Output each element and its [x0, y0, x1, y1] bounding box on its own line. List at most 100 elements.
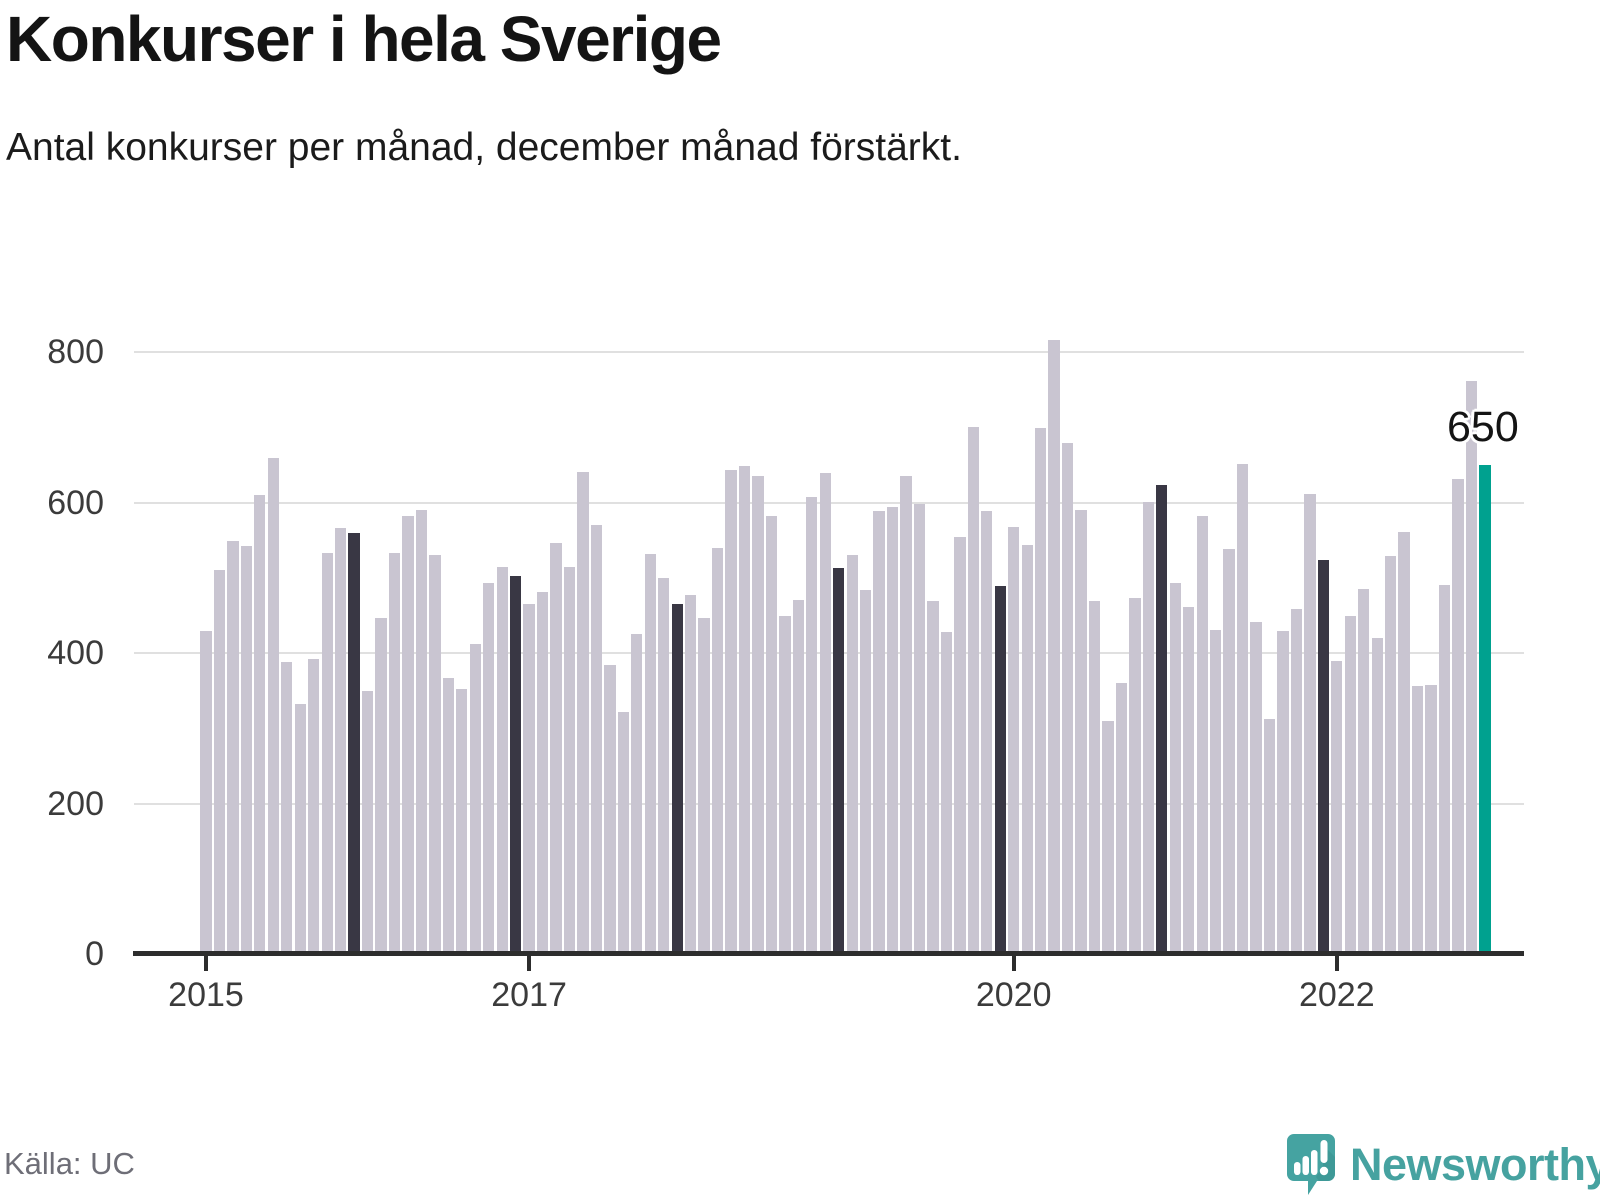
bar-2022-12 [1479, 465, 1491, 954]
bar-2015-04 [240, 546, 253, 954]
bar-2017-04 [563, 567, 576, 954]
bar-2018-04 [725, 469, 737, 954]
newsworthy-bubble-icon [1287, 1134, 1335, 1195]
y-axis-label-200: 200 [47, 784, 104, 823]
newsworthy-wordmark: Newsworthy [1350, 1139, 1600, 1190]
bar-2021-03 [1196, 515, 1208, 954]
bar-2019-07 [927, 601, 939, 954]
bar-2017-10 [644, 553, 656, 954]
bar-2020-06 [1075, 509, 1087, 954]
x-axis-label-2020: 2020 [975, 976, 1052, 1014]
bar-2022-01 [1331, 660, 1343, 954]
bar-2015-07 [281, 662, 293, 954]
bar-2022-10 [1452, 478, 1464, 954]
bar-2019-06 [913, 503, 926, 954]
bar-2016-11 [496, 566, 508, 954]
x-axis-label-2017: 2017 [491, 976, 567, 1014]
bar-2015-06 [267, 457, 279, 954]
bar-2016-02 [375, 617, 387, 954]
bar-2016-01 [361, 690, 374, 954]
bar-2015-08 [294, 703, 306, 954]
bar-2015-02 [213, 570, 226, 954]
bar-2016-08 [456, 688, 468, 954]
bar-2019-09 [954, 536, 966, 954]
bar-2015-09 [308, 659, 320, 954]
y-axis-label-0: 0 [85, 935, 104, 973]
bar-2021-01 [1169, 583, 1181, 954]
latest-value-label: 650 [1447, 403, 1519, 451]
bar-2021-11 [1304, 493, 1316, 954]
source-note: Källa: UC [4, 1146, 135, 1181]
bar-2019-12 [994, 586, 1006, 954]
bar-2015-12 [348, 532, 360, 954]
bar-2016-04 [402, 516, 414, 954]
bar-2015-11 [334, 527, 347, 954]
bar-2020-10 [1129, 597, 1141, 954]
bar-2018-09 [792, 599, 804, 954]
bar-2015-01 [200, 630, 212, 954]
bar-2018-12 [833, 568, 845, 954]
bar-2019-03 [873, 511, 885, 954]
bar-2017-06 [590, 525, 603, 954]
bar-2022-06 [1398, 532, 1410, 954]
bar-2020-09 [1115, 682, 1128, 954]
bar-2016-05 [415, 509, 428, 954]
bar-2022-02 [1344, 615, 1356, 954]
bar-2018-03 [711, 547, 724, 954]
bar-2018-10 [806, 496, 818, 954]
bar-2022-09 [1438, 584, 1451, 954]
x-axis-line [133, 951, 1524, 956]
bar-2017-05 [577, 471, 589, 954]
bar-2017-03 [550, 542, 562, 954]
bar-2021-02 [1183, 607, 1195, 954]
bar-2015-03 [227, 541, 239, 954]
bar-2016-06 [429, 555, 441, 954]
bar-2020-12 [1156, 484, 1168, 954]
bar-2021-10 [1290, 608, 1303, 954]
bar-2020-01 [1008, 526, 1020, 954]
bar-2020-07 [1088, 600, 1101, 954]
bar-2015-05 [254, 495, 266, 954]
x-axis-tick-2017 [527, 956, 532, 971]
bar-2019-11 [981, 511, 993, 954]
bar-2020-11 [1142, 502, 1154, 954]
bar-2021-09 [1277, 630, 1289, 954]
bar-2017-11 [658, 578, 670, 954]
bar-2019-08 [940, 632, 953, 954]
bar-2021-12 [1317, 559, 1329, 954]
bar-2017-12 [671, 604, 683, 954]
bar-2017-07 [604, 665, 616, 954]
bar-2017-09 [631, 633, 643, 954]
bar-2020-04 [1048, 340, 1060, 954]
y-axis-label-600: 600 [47, 483, 104, 522]
bar-2018-06 [752, 475, 764, 954]
bar-2017-01 [523, 604, 535, 954]
bar-2016-09 [469, 644, 481, 954]
bar-2021-04 [1210, 629, 1222, 954]
chart-title: Konkurser i hela Sverige [6, 3, 722, 75]
x-axis-label-2015: 2015 [168, 976, 244, 1014]
y-axis-label-400: 400 [47, 634, 104, 673]
bar-2020-02 [1021, 544, 1033, 954]
bar-2022-11 [1465, 380, 1478, 954]
bar-2019-05 [900, 476, 912, 954]
bar-2016-10 [483, 582, 495, 954]
bar-2021-05 [1223, 548, 1235, 954]
x-axis-tick-2022 [1334, 956, 1339, 971]
bar-2021-07 [1250, 622, 1262, 954]
bar-2022-07 [1411, 686, 1424, 954]
x-axis-tick-2015 [204, 956, 208, 971]
x-axis-label-2022: 2022 [1298, 976, 1375, 1014]
bar-2016-03 [388, 553, 401, 954]
bar-2022-04 [1371, 638, 1383, 954]
bar-2022-03 [1358, 589, 1370, 954]
chart-subtitle: Antal konkurser per månad, december måna… [6, 126, 962, 169]
bar-2018-01 [684, 594, 697, 954]
bar-2019-02 [859, 590, 872, 954]
bar-2021-08 [1263, 719, 1276, 954]
bar-2020-03 [1034, 428, 1047, 954]
bar-2018-11 [819, 472, 831, 954]
newsworthy-logo: Newsworthy [1286, 1132, 1600, 1198]
bar-2020-05 [1061, 443, 1074, 954]
